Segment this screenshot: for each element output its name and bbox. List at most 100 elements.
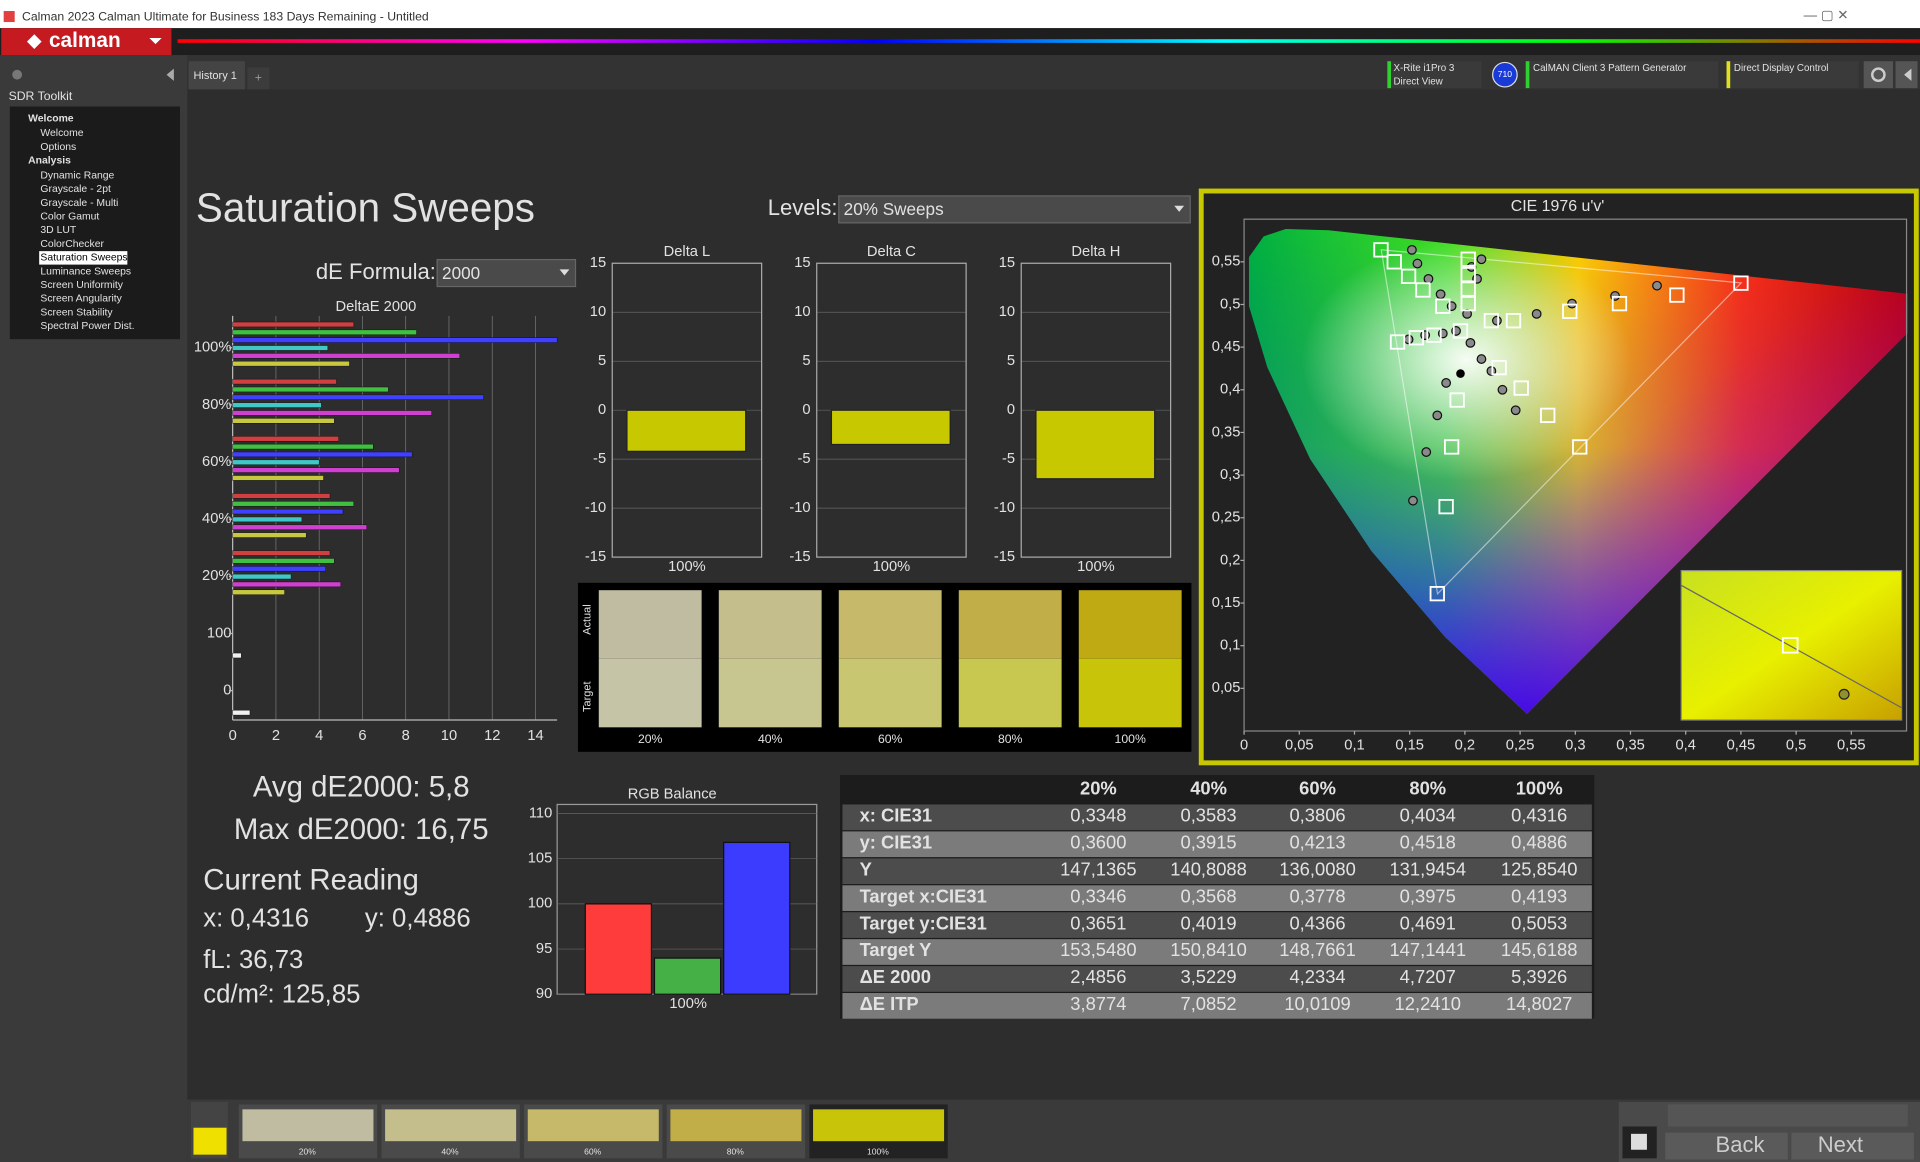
table-cell: 3,5229 xyxy=(1180,966,1236,987)
tree-item[interactable]: Screen Angularity xyxy=(40,294,122,305)
meter-status xyxy=(1387,61,1392,89)
bar xyxy=(232,451,413,458)
table-cell: 10,0109 xyxy=(1284,993,1350,1014)
tree-item[interactable]: Screen Uniformity xyxy=(40,280,123,291)
tree-item[interactable]: Grayscale - Multi xyxy=(40,198,118,209)
y-tick-label: -15 xyxy=(585,549,606,565)
actual-swatch xyxy=(958,590,1062,659)
rainbow-line xyxy=(177,39,1920,43)
measured-point xyxy=(1510,405,1521,416)
tree-selection xyxy=(39,251,128,265)
chart-title: RGB Balance xyxy=(628,787,717,803)
x-tick-label: 2 xyxy=(272,728,280,744)
x-tick-label: 0,5 xyxy=(1786,738,1806,754)
y-tick-label: 90 xyxy=(536,986,552,1002)
measured-point xyxy=(1441,378,1452,388)
table-cell: 0,3346 xyxy=(1070,885,1126,906)
tree-item[interactable]: Spectral Power Dist. xyxy=(40,321,134,332)
app-icon xyxy=(3,11,15,23)
target-swatch xyxy=(598,658,702,728)
sidebar-collapse[interactable] xyxy=(166,68,174,81)
pattern-box[interactable] xyxy=(1525,61,1718,89)
y-tick-label: 0,55 xyxy=(1212,254,1241,270)
table-cell: 4,7207 xyxy=(1400,966,1456,987)
y-tick-label: 110 xyxy=(529,805,552,821)
tree-item[interactable]: ColorChecker xyxy=(40,239,104,250)
tree-item[interactable]: 3D LUT xyxy=(40,225,76,236)
footer-label: 100% xyxy=(867,1146,889,1156)
table-cell: 0,3915 xyxy=(1180,831,1236,852)
logo-dropdown xyxy=(149,37,162,45)
y-tick-label: 0,5 xyxy=(1220,296,1240,312)
tree-item[interactable]: Welcome xyxy=(40,128,83,139)
y-tick-label: 100 xyxy=(207,625,232,641)
settings-button[interactable] xyxy=(1863,61,1894,89)
tree-item[interactable]: Dynamic Range xyxy=(40,170,114,181)
x-tick-label: 100% xyxy=(668,559,706,575)
tree-item[interactable]: Luminance Sweeps xyxy=(40,266,131,277)
formula-dropdown[interactable] xyxy=(436,258,577,288)
target-point xyxy=(1505,313,1522,329)
spectral-locus xyxy=(1248,228,1908,714)
target-point xyxy=(1435,298,1451,314)
bar xyxy=(626,409,747,452)
tab-label: History 1 xyxy=(193,70,236,82)
bar xyxy=(1035,409,1156,480)
levels-dropdown[interactable] xyxy=(838,195,1191,224)
target-swatch xyxy=(718,658,822,728)
meter-box[interactable] xyxy=(1387,61,1482,89)
table-cell: 0,4213 xyxy=(1289,831,1345,852)
table-row xyxy=(842,858,1592,885)
sidebar-title: SDR Toolkit xyxy=(9,89,73,103)
table-cell: 5,3926 xyxy=(1511,966,1567,987)
bar xyxy=(232,345,329,351)
table-header: 60% xyxy=(1299,778,1336,799)
tab[interactable] xyxy=(188,61,245,90)
tree-item[interactable]: Saturation Sweeps xyxy=(40,253,127,264)
footer-swatch xyxy=(527,1109,659,1142)
y-tick-label: 0,45 xyxy=(1212,339,1241,355)
reading-fl: fL: 36,73 xyxy=(203,946,303,974)
table-cell: 4,2334 xyxy=(1289,966,1345,987)
bar xyxy=(232,378,337,385)
tree-item[interactable]: Options xyxy=(40,142,76,153)
transport-buttons[interactable] xyxy=(1667,1104,1908,1127)
footer-label: 60% xyxy=(584,1146,602,1156)
tree-item[interactable]: Screen Stability xyxy=(40,307,113,318)
y-tick-label: 10 xyxy=(590,304,606,320)
measured-point xyxy=(1465,337,1476,348)
target-point xyxy=(1415,282,1431,298)
badge[interactable] xyxy=(1492,61,1518,88)
table-cell: 7,0852 xyxy=(1180,993,1236,1014)
y-tick-label: 5 xyxy=(598,353,606,369)
panel-toggle-icon xyxy=(1904,68,1912,81)
table-cell: 153,5480 xyxy=(1060,939,1137,960)
tree-item[interactable]: Grayscale - 2pt xyxy=(40,184,111,195)
table-cell: 0,3348 xyxy=(1070,805,1126,826)
logo: calman xyxy=(49,29,121,52)
current-color xyxy=(193,1127,227,1155)
next-button[interactable] xyxy=(1791,1132,1914,1160)
x-tick-label: 0,2 xyxy=(1455,738,1475,754)
window-controls[interactable]: — ▢ ✕ xyxy=(1804,7,1849,22)
y-tick-label: 95 xyxy=(536,941,552,957)
display-box[interactable] xyxy=(1726,61,1859,89)
tree-item[interactable]: Color Gamut xyxy=(40,211,99,222)
bar xyxy=(232,402,322,408)
gamut-triangle xyxy=(1380,249,1743,596)
target-point xyxy=(1443,439,1460,455)
table-cell: 147,1365 xyxy=(1060,858,1137,879)
y-tick-label: -5 xyxy=(798,451,811,467)
actual-swatch xyxy=(718,590,822,659)
row-label: Target Y xyxy=(860,939,932,960)
table-cell: 0,4518 xyxy=(1400,831,1456,852)
add-tab[interactable] xyxy=(247,67,270,90)
actual-label: Actual xyxy=(582,604,594,635)
stop-icon xyxy=(1631,1133,1647,1150)
sidebar-icon[interactable] xyxy=(12,69,23,80)
bar xyxy=(232,508,344,515)
current-point xyxy=(1456,369,1465,378)
back-button[interactable] xyxy=(1665,1132,1788,1160)
bar xyxy=(232,573,292,580)
